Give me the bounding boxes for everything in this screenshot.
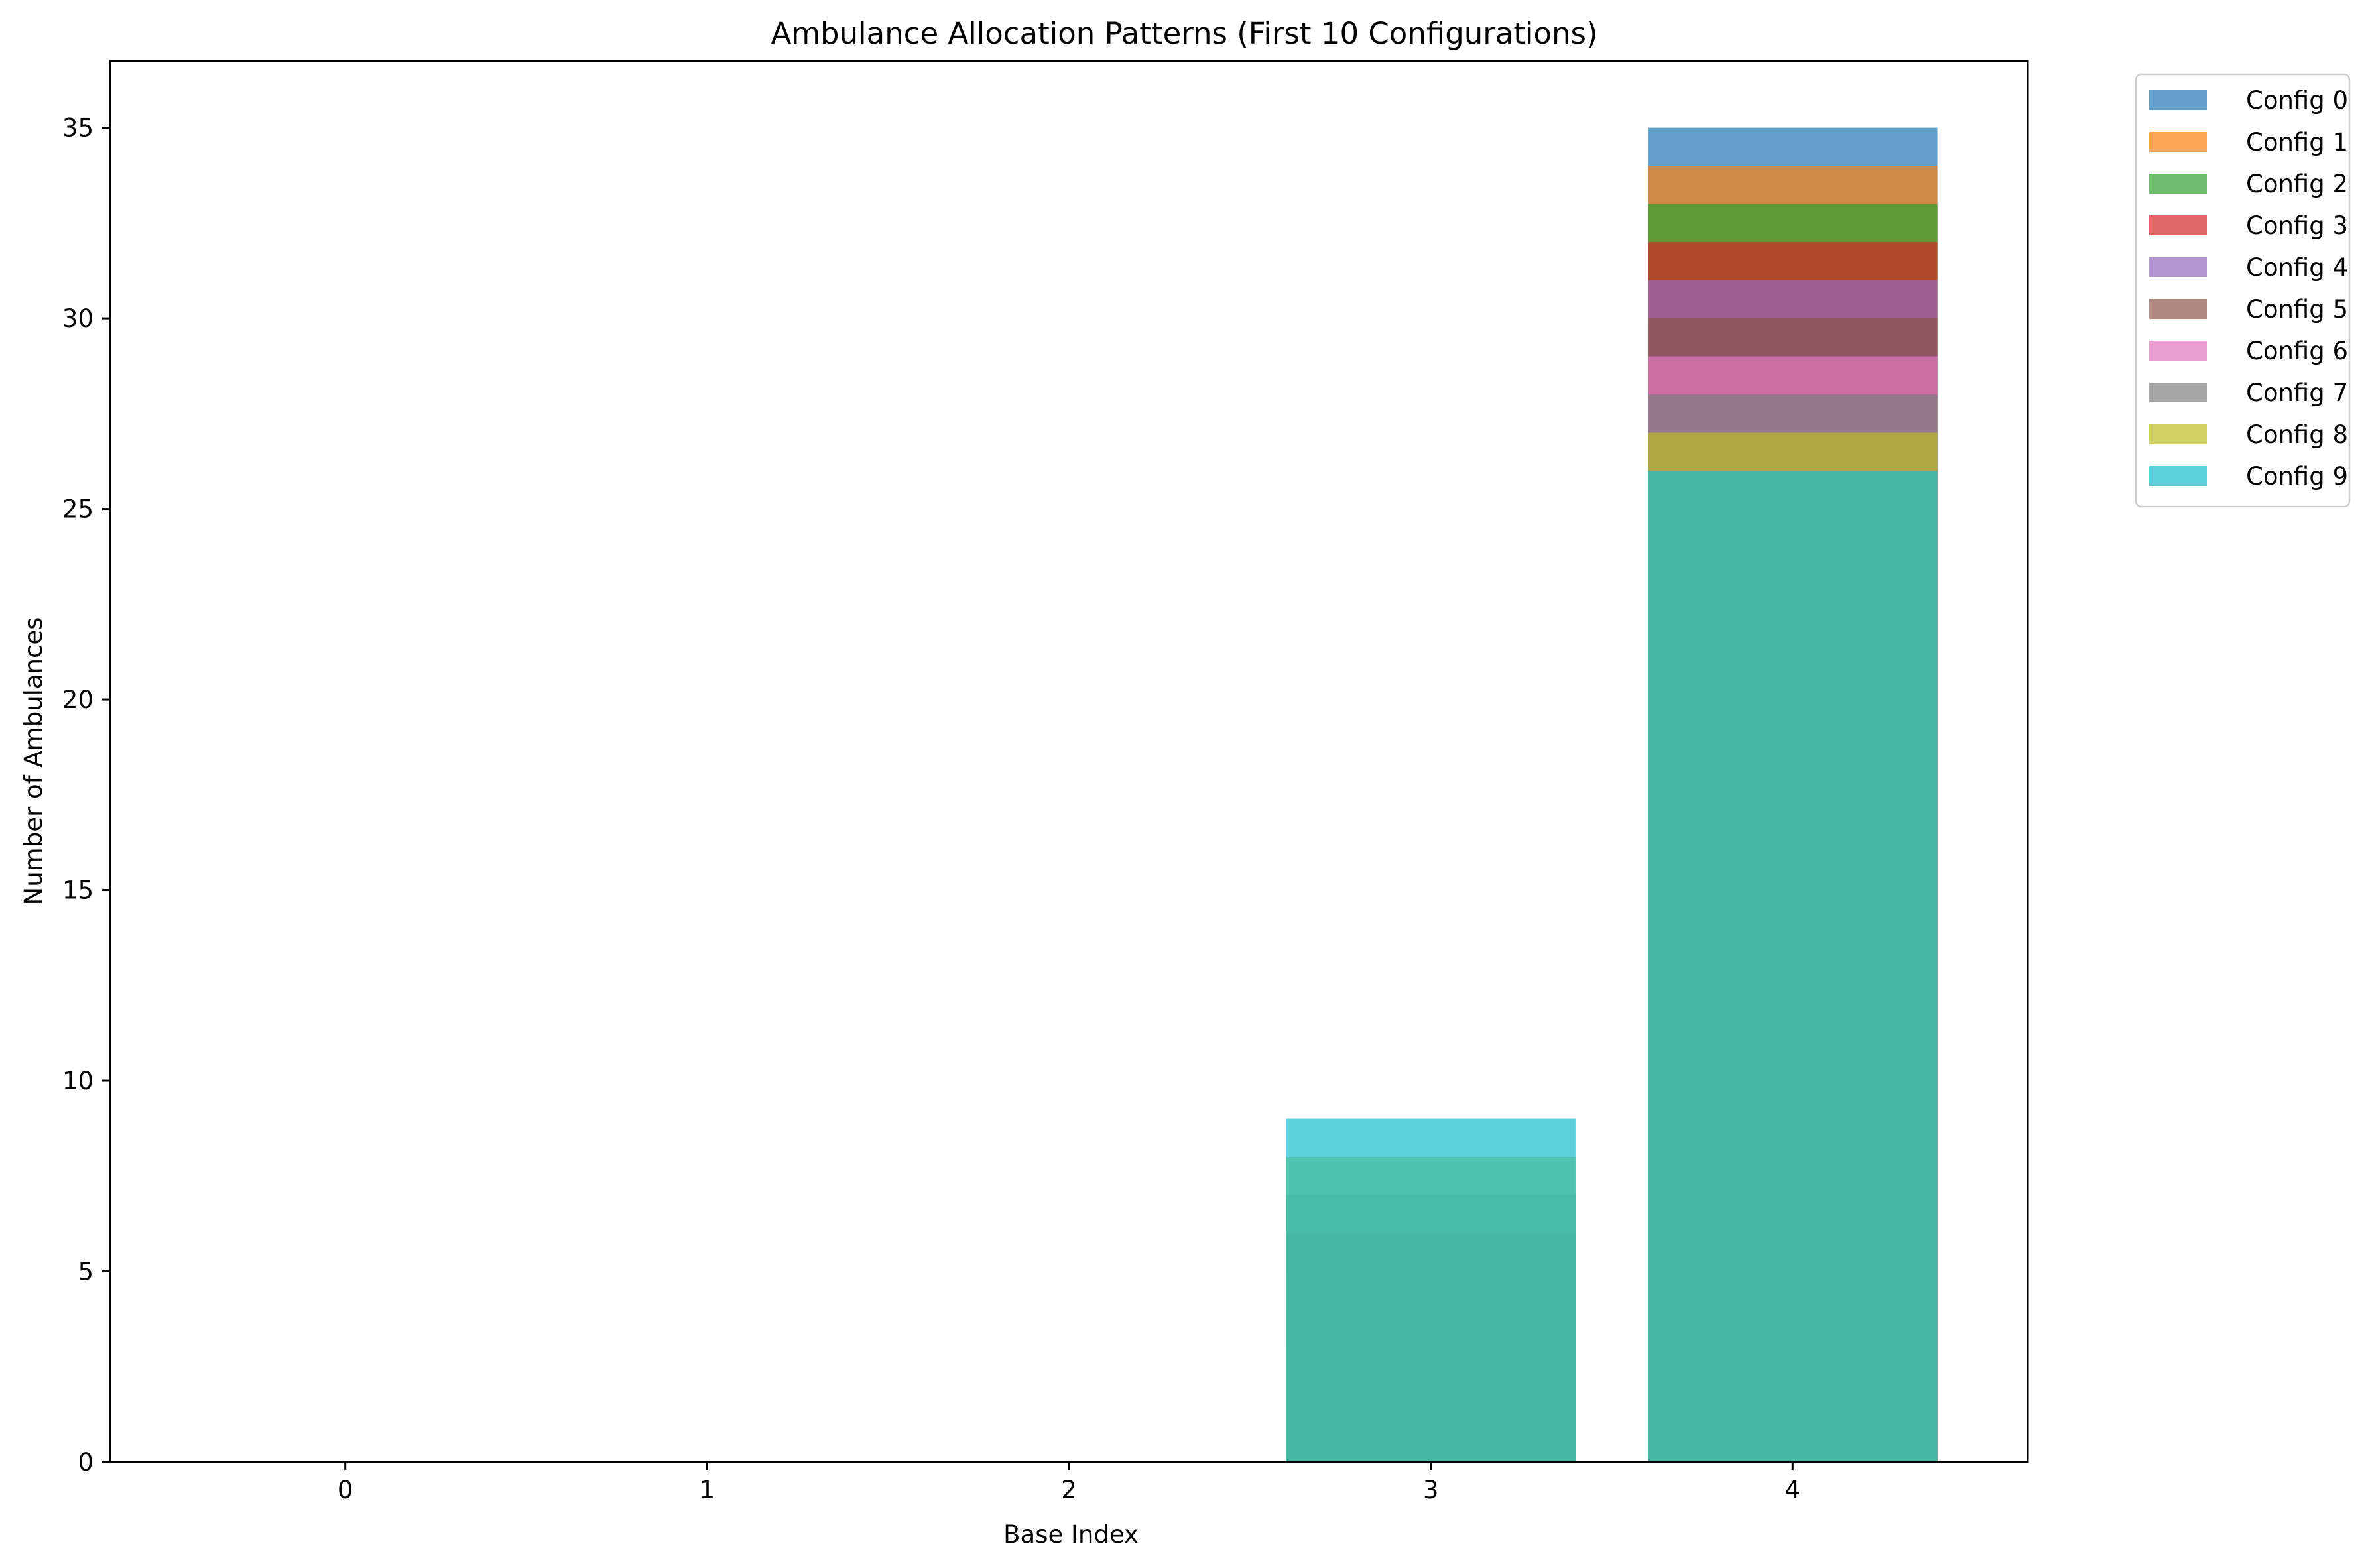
y-tick-label: 10 [62,1067,94,1095]
x-axis-label: Base Index [1003,1520,1139,1549]
legend-swatch-config-0 [2149,90,2207,110]
y-axis-label: Number of Ambulances [19,617,48,906]
legend-label: Config 4 [2246,253,2348,282]
y-tick-label: 30 [62,304,94,333]
legend-swatch-config-6 [2149,341,2207,361]
x-tick-label: 1 [700,1476,716,1504]
legend-swatch-config-1 [2149,132,2207,152]
legend-item: Config 6 [2149,337,2348,365]
legend-swatch-config-4 [2149,257,2207,277]
x-tick-label: 2 [1061,1476,1077,1504]
bar-config-9-base-3 [1286,1118,1576,1462]
bars-layer [1286,127,1938,1463]
legend-swatch-config-2 [2149,174,2207,194]
legend-item: Config 1 [2149,128,2348,156]
legend-item: Config 8 [2149,420,2348,449]
legend-item: Config 9 [2149,462,2348,491]
y-tick-label: 20 [62,686,94,714]
y-tick-label: 35 [62,114,94,143]
legend-label: Config 7 [2246,379,2348,407]
y-tick-label: 5 [78,1258,94,1286]
legend-label: Config 8 [2246,420,2348,449]
legend-label: Config 6 [2246,337,2348,365]
bar-config-9-base-4 [1648,471,1938,1462]
legend-swatch-config-8 [2149,424,2207,444]
legend-item: Config 4 [2149,253,2348,282]
legend-swatch-config-3 [2149,215,2207,235]
legend-item: Config 0 [2149,86,2348,115]
y-tick-label: 0 [78,1448,94,1477]
legend-swatch-config-7 [2149,383,2207,402]
legend: Config 0 Config 1 Config 2 Config 3 Config 4… [2135,73,2351,508]
legend-label: Config 9 [2246,462,2348,491]
y-tick-label: 25 [62,495,94,524]
legend-swatch-config-9 [2149,466,2207,486]
legend-item: Config 5 [2149,295,2348,324]
legend-item: Config 7 [2149,379,2348,407]
legend-label: Config 1 [2246,128,2348,156]
legend-label: Config 0 [2246,86,2348,115]
legend-label: Config 5 [2246,295,2348,324]
bar-series-config-9 [1286,471,1938,1462]
x-tick-label: 0 [338,1476,353,1504]
legend-swatch-config-5 [2149,299,2207,319]
chart-title: Ambulance Allocation Patterns (First 10 … [771,16,1597,51]
x-tick-label: 4 [1785,1476,1801,1504]
legend-item: Config 2 [2149,170,2348,198]
y-tick-label: 15 [62,876,94,905]
axes-layer: 0 1 2 3 4 0 5 10 15 20 25 30 35 [62,60,2029,1504]
legend-label: Config 3 [2246,211,2348,240]
x-tick-label: 3 [1423,1476,1439,1504]
legend-label: Config 2 [2246,170,2348,198]
legend-item: Config 3 [2149,211,2348,240]
